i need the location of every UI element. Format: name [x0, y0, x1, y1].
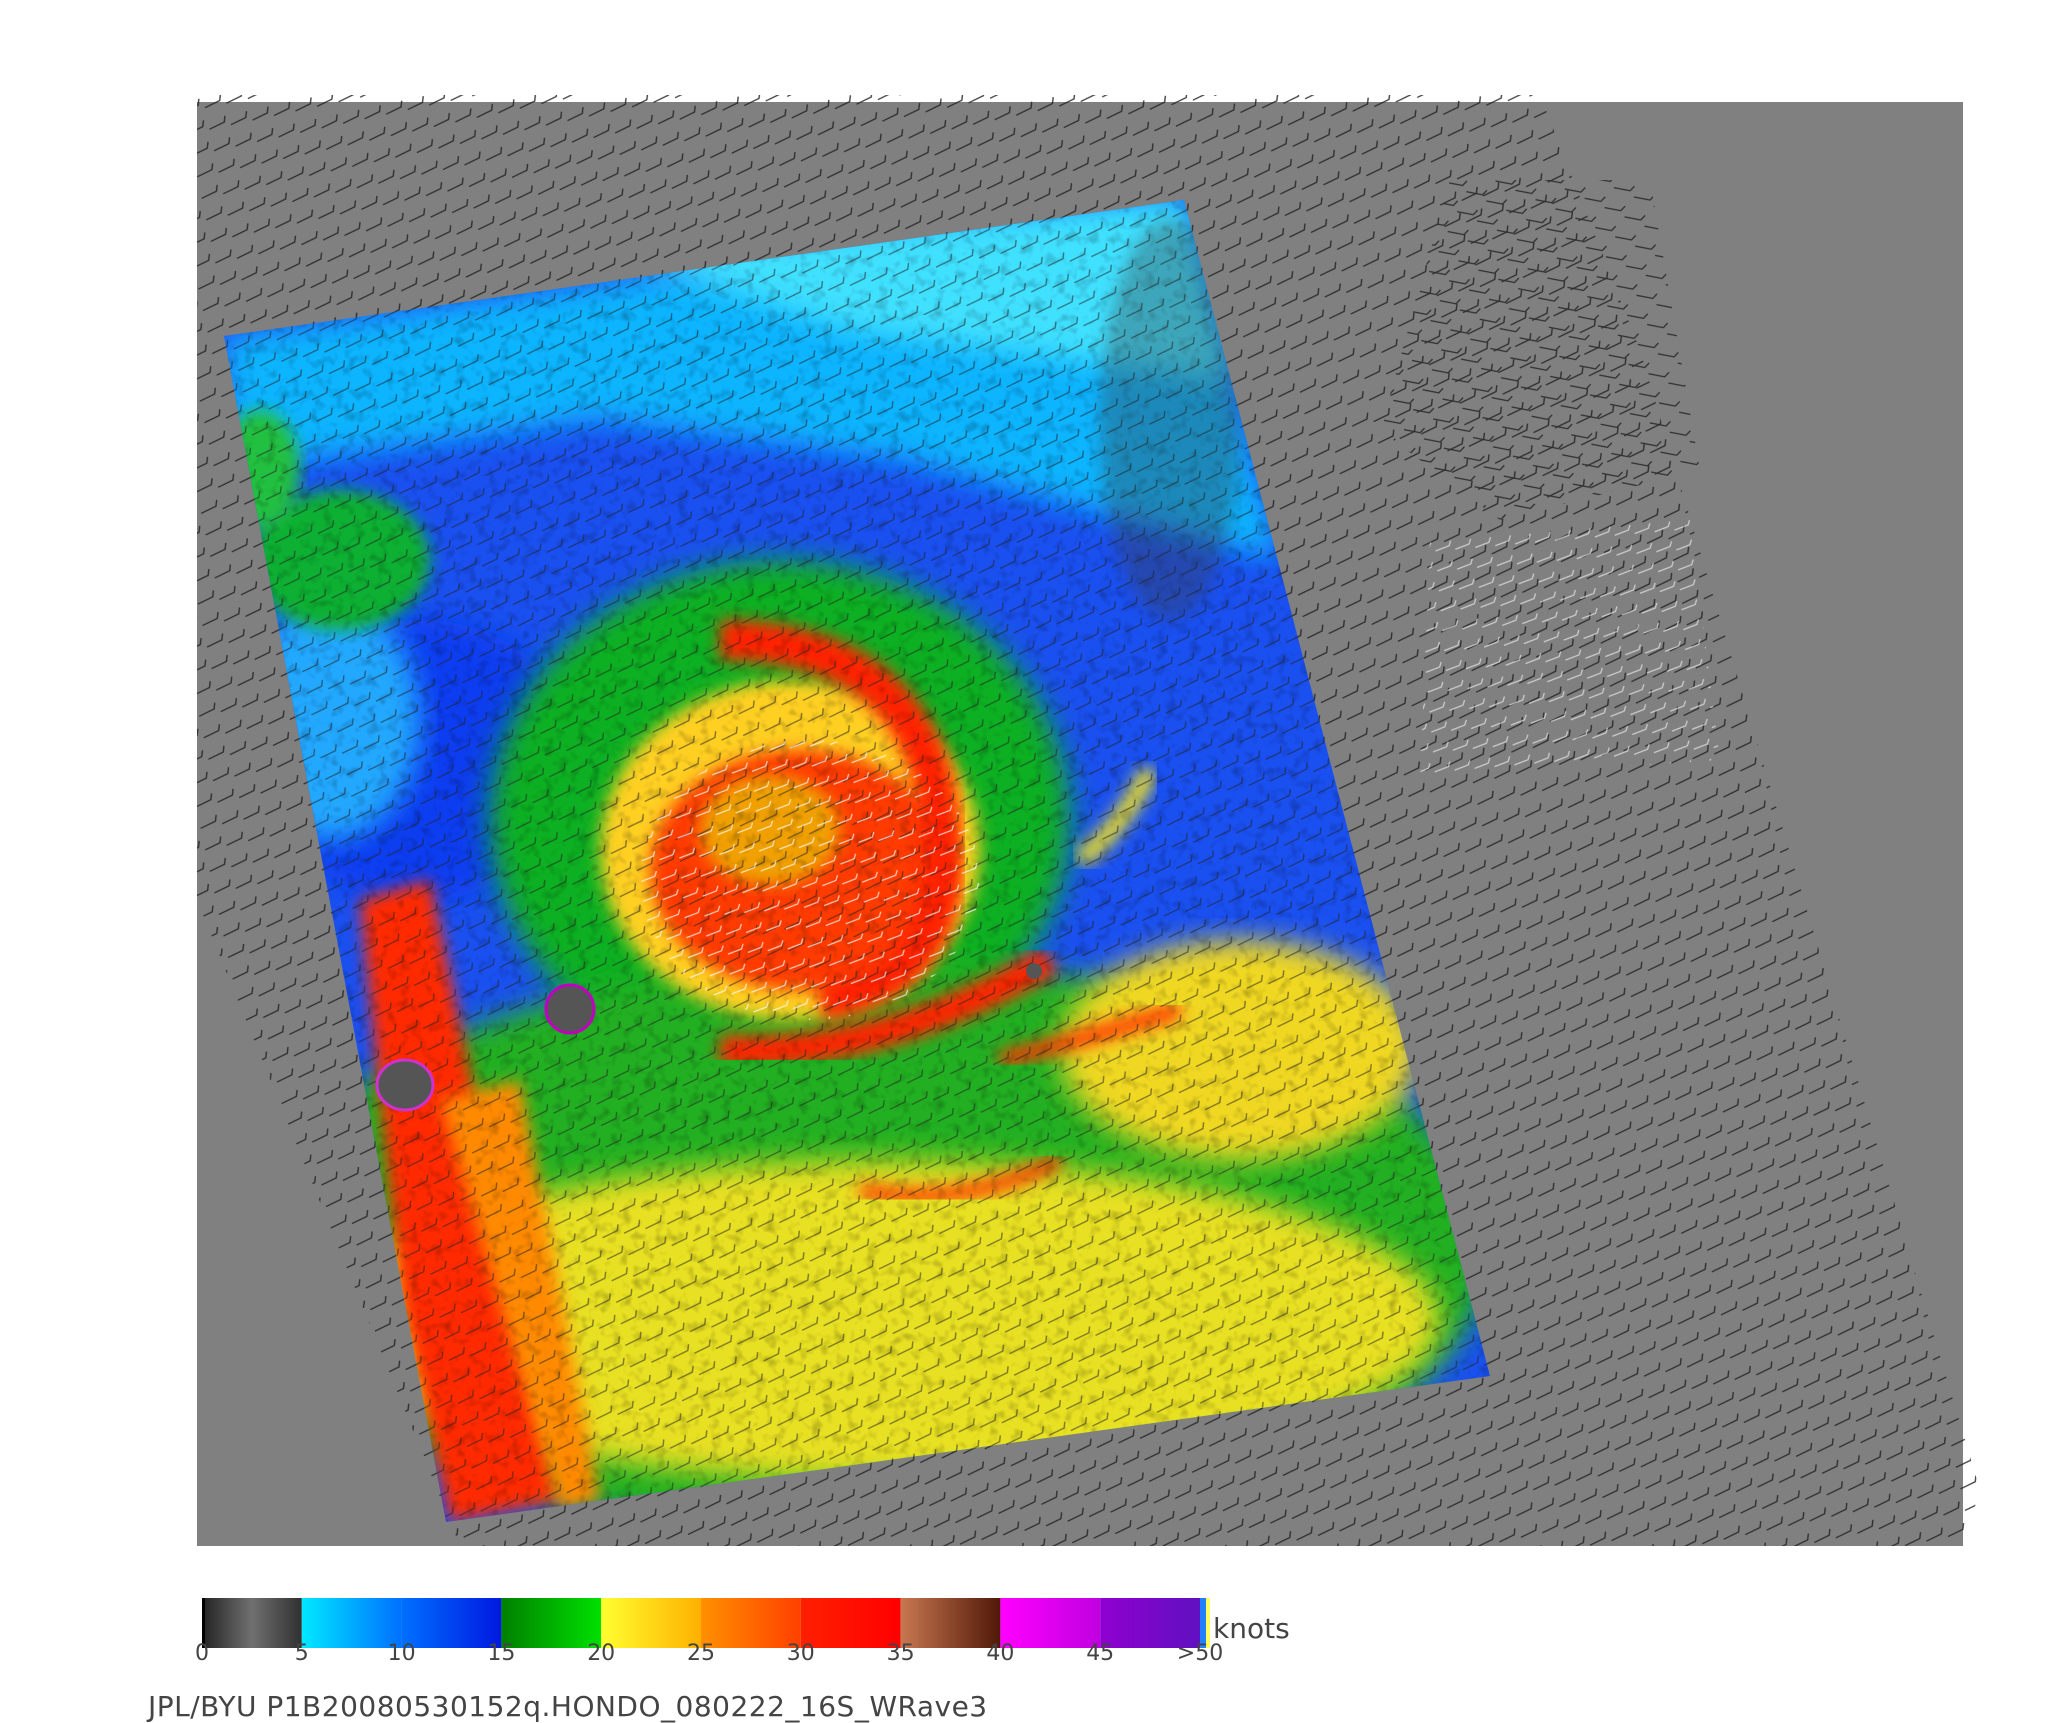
colorbar-end-stripe — [1200, 1598, 1206, 1648]
colorbar-segment-30-35 — [800, 1598, 901, 1648]
colorbar-tick-label: 20 — [587, 1641, 616, 1666]
colorbar-segment-15-20 — [501, 1598, 602, 1648]
colorbar-tick-label: 15 — [487, 1641, 516, 1666]
colorbar-tick-label: 30 — [786, 1641, 815, 1666]
colorbar-tick-label: 40 — [986, 1641, 1015, 1666]
island-mauritius — [544, 983, 596, 1035]
colorbar-segments — [202, 1598, 1200, 1648]
colorbar-segment-10-15 — [401, 1598, 502, 1648]
colorbar-segment-40-45 — [1000, 1598, 1101, 1648]
colorbar-tick-label: 5 — [294, 1641, 309, 1666]
colorbar-end-stripe-2 — [1206, 1598, 1210, 1648]
islet-rodrigues — [1026, 963, 1042, 979]
island-reunion — [375, 1058, 435, 1112]
colorbar-tick-label: 10 — [387, 1641, 416, 1666]
colorbar-units-label: knots — [1213, 1612, 1290, 1645]
colorbar-tick-label: >50 — [1176, 1641, 1224, 1666]
colorbar-tick-label: 35 — [886, 1641, 915, 1666]
colorbar-segment-45-50 — [1100, 1598, 1200, 1648]
colorbar-tick-label: 25 — [687, 1641, 715, 1666]
colorbar-segment-20-25 — [601, 1598, 701, 1648]
colorbar-segment-35-40 — [900, 1598, 1001, 1648]
colorbar-segment-0-5 — [202, 1598, 302, 1648]
footer-credit: JPL/BYU P1B20080530152q.HONDO_080222_16S… — [148, 1690, 988, 1723]
colorbar-segment-25-30 — [701, 1598, 801, 1648]
colorbar-tick-label: 0 — [195, 1641, 209, 1666]
wind-speed-swath — [224, 200, 1490, 1522]
colorbar-tick-label: 45 — [1086, 1641, 1115, 1666]
colorbar-segment-5-10 — [301, 1598, 402, 1648]
colorbar-left-edge — [202, 1598, 205, 1648]
